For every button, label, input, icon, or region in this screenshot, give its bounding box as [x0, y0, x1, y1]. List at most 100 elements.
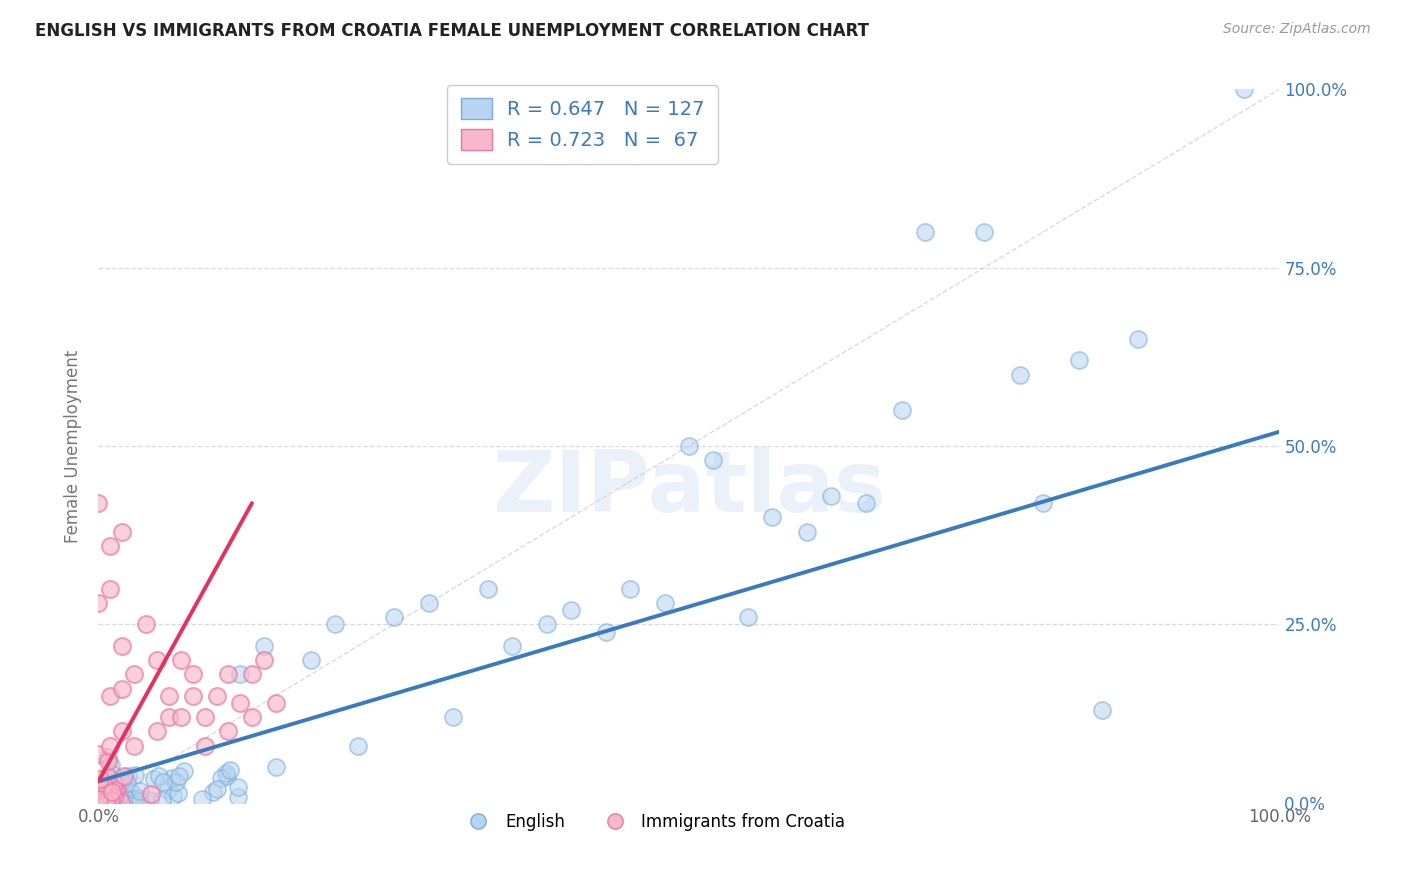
Point [100, 793, 122, 807]
Point [89, 789, 111, 804]
Point [87, 596, 110, 610]
Point [98, 539, 121, 553]
Point [820, 489, 842, 503]
Point [209, 771, 232, 785]
Point [1126, 332, 1149, 346]
Point [91, 779, 114, 793]
Point [215, 765, 238, 780]
Point [105, 783, 128, 797]
Point [152, 775, 174, 789]
Point [217, 724, 239, 739]
Point [91, 796, 114, 810]
Point [737, 610, 759, 624]
Point [97, 788, 120, 802]
Point [97, 792, 120, 806]
Point [128, 794, 150, 808]
Point [100, 792, 122, 806]
Point [110, 780, 132, 794]
Point [96, 789, 118, 803]
Point [122, 739, 145, 753]
Point [97, 794, 120, 808]
Point [536, 617, 558, 632]
Point [97, 791, 120, 805]
Point [100, 787, 122, 801]
Point [91, 789, 114, 803]
Point [139, 788, 162, 802]
Point [560, 603, 582, 617]
Point [194, 739, 217, 753]
Point [157, 710, 180, 724]
Point [89, 794, 111, 808]
Point [595, 624, 617, 639]
Point [97, 795, 120, 809]
Point [110, 789, 132, 803]
Point [194, 710, 217, 724]
Point [240, 710, 263, 724]
Point [100, 783, 122, 797]
Point [94, 793, 117, 807]
Point [97, 754, 120, 768]
Point [477, 582, 499, 596]
Point [89, 772, 111, 786]
Point [201, 785, 224, 799]
Point [89, 788, 111, 802]
Point [111, 788, 134, 802]
Point [855, 496, 877, 510]
Point [150, 793, 173, 807]
Point [105, 791, 128, 805]
Point [170, 653, 193, 667]
Point [98, 780, 121, 794]
Point [148, 768, 170, 782]
Point [94, 795, 117, 809]
Point [226, 789, 249, 804]
Point [103, 790, 125, 805]
Point [97, 788, 120, 802]
Point [167, 769, 190, 783]
Point [124, 796, 146, 810]
Point [93, 789, 115, 803]
Point [890, 403, 912, 417]
Point [173, 764, 195, 778]
Point [94, 792, 117, 806]
Point [264, 696, 287, 710]
Point [98, 794, 121, 808]
Point [105, 792, 128, 806]
Point [111, 724, 134, 739]
Point [1067, 353, 1090, 368]
Point [110, 795, 132, 809]
Point [87, 795, 110, 809]
Text: ZIPatlas: ZIPatlas [492, 447, 886, 531]
Point [89, 785, 111, 799]
Point [100, 779, 122, 793]
Point [1032, 496, 1054, 510]
Point [226, 780, 249, 794]
Point [96, 796, 118, 810]
Point [702, 453, 724, 467]
Point [96, 792, 118, 806]
Y-axis label: Female Unemployment: Female Unemployment [65, 350, 83, 542]
Point [108, 793, 131, 807]
Point [112, 769, 135, 783]
Point [93, 794, 115, 808]
Point [101, 786, 124, 800]
Point [93, 787, 115, 801]
Point [90, 791, 112, 805]
Point [104, 791, 127, 805]
Point [91, 789, 114, 803]
Point [90, 792, 112, 806]
Point [90, 786, 112, 800]
Point [87, 792, 110, 806]
Point [181, 689, 204, 703]
Point [205, 781, 228, 796]
Point [93, 793, 115, 807]
Point [93, 778, 115, 792]
Point [87, 795, 110, 809]
Point [96, 789, 118, 803]
Point [94, 795, 117, 809]
Point [501, 639, 523, 653]
Point [191, 792, 214, 806]
Point [127, 791, 149, 805]
Point [654, 596, 676, 610]
Point [111, 639, 134, 653]
Point [94, 789, 117, 803]
